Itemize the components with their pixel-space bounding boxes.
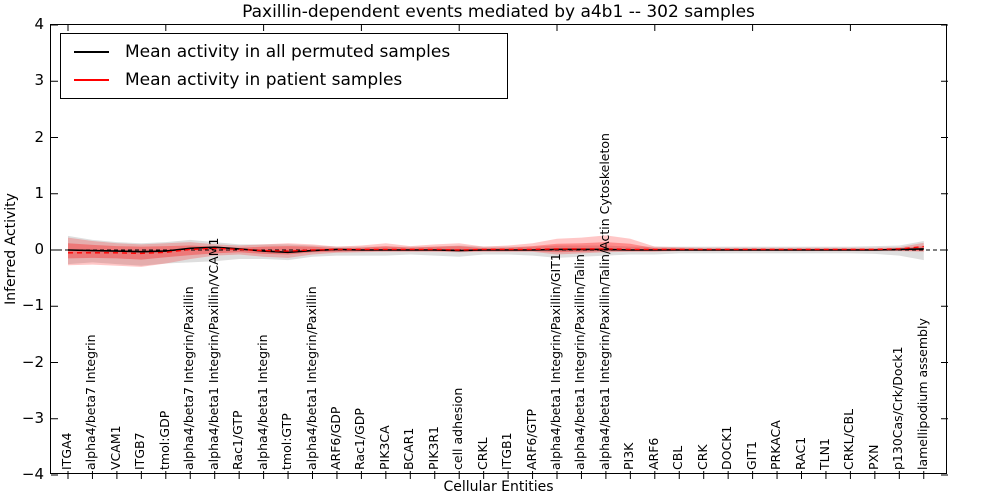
x-tick-label: lamellipodium assembly	[914, 318, 930, 470]
plot-area	[50, 24, 948, 479]
x-tick-label: alpha4/beta1 Integrin	[254, 334, 270, 470]
x-tick-label: tmol:GDP	[156, 410, 172, 470]
y-tick-label: −1	[21, 296, 44, 315]
x-axis-label: Cellular Entities	[443, 479, 554, 495]
x-tick-label: alpha4/beta7 Integrin	[83, 334, 99, 470]
x-tick-label: alpha4/beta1 Integrin/Paxillin/Talin/Act…	[596, 133, 612, 470]
x-tick-label: CRKL	[474, 437, 490, 470]
patient-samples-range-inner-band	[68, 242, 924, 260]
x-tick-label: alpha4/beta7 Integrin/Paxillin	[181, 286, 197, 470]
legend-box: Mean activity in all permuted samples Me…	[60, 33, 508, 99]
x-tick-label: VCAM1	[107, 425, 123, 470]
x-tick-label: ITGA4	[59, 432, 74, 470]
y-tick-label: 1	[34, 183, 44, 202]
y-tick-label: 4	[34, 15, 44, 33]
chart-title: Paxillin-dependent events mediated by a4…	[242, 2, 755, 22]
patient-samples-range-outer-band	[68, 235, 924, 267]
x-tick-label: ARF6	[645, 437, 661, 470]
x-tick-label: TLN1	[816, 438, 832, 470]
x-tick-label: ARF6/GTP	[523, 408, 539, 470]
x-tick-label: PIK3CA	[376, 425, 392, 470]
x-tick-label: p130Cas/Crk/Dock1	[890, 346, 906, 470]
x-tick-label: alpha4/beta1 Integrin/Paxillin/Talin	[572, 254, 588, 470]
red-line-swatch	[74, 79, 109, 81]
x-tick-label: alpha4/beta1 Integrin/Paxillin/VCAM1	[205, 237, 221, 470]
x-tick-label: CRK	[694, 444, 710, 470]
x-tick-label: Rac1/GDP	[352, 408, 368, 470]
patient-mean-line	[68, 245, 924, 255]
x-tick-label: tmol:GTP	[279, 413, 295, 470]
x-tick-label: CBL	[670, 445, 686, 470]
x-tick-label: GIT1	[743, 441, 759, 470]
legend-label: Mean activity in patient samples	[125, 70, 403, 90]
x-tick-label: PRKACA	[768, 420, 784, 470]
y-tick-label: −4	[21, 465, 44, 483]
legend-label: Mean activity in all permuted samples	[125, 42, 451, 62]
permuted-samples-range-band	[68, 235, 924, 266]
x-tick-label: DOCK1	[719, 425, 735, 470]
y-tick-label: 0	[34, 240, 44, 258]
x-tick-label: CRKL/CBL	[841, 408, 857, 470]
plot-canvas	[51, 24, 948, 479]
x-tick-label: cell adhesion	[450, 387, 466, 470]
x-tick-label: alpha4/beta1 Integrin/Paxillin	[303, 286, 319, 470]
x-tick-label: BCAR1	[401, 427, 417, 470]
legend-item-permuted: Mean activity in all permuted samples	[61, 42, 507, 62]
x-tick-label: ITGB1	[499, 432, 515, 470]
y-tick-label: −3	[21, 408, 44, 427]
x-tick-label: ITGB7	[132, 432, 148, 470]
black-line-swatch	[74, 51, 109, 53]
x-tick-label: PXN	[865, 444, 881, 470]
x-tick-label: PIK3R1	[425, 425, 441, 470]
y-tick-label: −2	[21, 352, 44, 371]
x-tick-label: alpha4/beta1 Integrin/Paxillin/GIT1	[548, 253, 563, 470]
y-tick-label: 2	[34, 127, 44, 146]
x-tick-label: ARF6/GDP	[327, 406, 343, 470]
x-tick-label: RAC1	[792, 436, 808, 470]
y-tick-label: 3	[34, 71, 44, 90]
x-tick-label: Rac1/GTP	[230, 410, 246, 470]
x-tick-label: PI3K	[621, 442, 637, 470]
legend-item-patient: Mean activity in patient samples	[61, 70, 507, 90]
